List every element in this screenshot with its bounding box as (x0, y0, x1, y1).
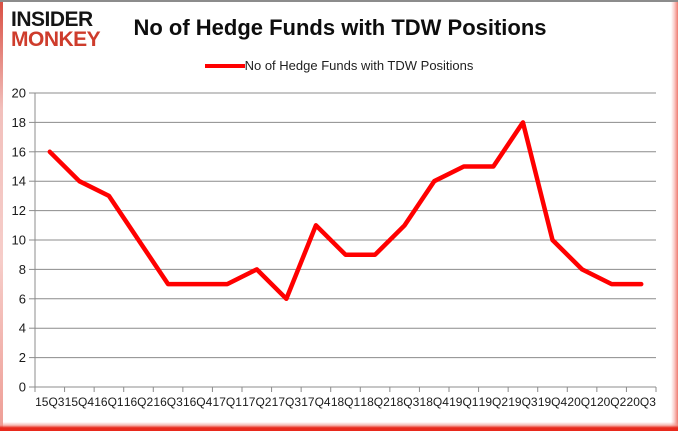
x-axis-category-label: 19Q1 (449, 395, 479, 409)
chart-legend: No of Hedge Funds with TDW Positions (0, 58, 678, 73)
x-axis-category-label: 16Q4 (183, 395, 213, 409)
x-axis-category-label: 16Q3 (153, 395, 183, 409)
logo-line-monkey: MONKEY (11, 27, 101, 51)
x-axis-category-label: 19Q4 (538, 395, 568, 409)
x-axis-category-label: 18Q1 (331, 395, 361, 409)
frame-bottom-edge (0, 422, 678, 431)
chart-title: No of Hedge Funds with TDW Positions (133, 15, 547, 40)
legend-label: No of Hedge Funds with TDW Positions (244, 58, 474, 73)
x-axis-category-label: 20Q1 (567, 395, 597, 409)
x-axis-category-label: 18Q4 (420, 395, 450, 409)
y-axis-tick-label: 4 (19, 321, 26, 336)
x-axis-category-label: 19Q3 (508, 395, 538, 409)
x-axis-category-label: 20Q2 (597, 395, 627, 409)
data-line-series (47, 120, 644, 302)
y-axis-tick-label: 8 (19, 262, 26, 277)
y-axis-tick-label: 0 (19, 380, 26, 395)
insider-monkey-logo: INSIDER MONKEY (11, 8, 101, 51)
y-axis-tick-label: 10 (12, 233, 26, 248)
x-axis-category-label: 18Q2 (360, 395, 390, 409)
legend-line-swatch (204, 63, 245, 68)
y-axis-tick-label: 12 (12, 203, 26, 218)
logo-line-insider: INSIDER (11, 8, 93, 31)
y-axis-tick-label: 14 (12, 174, 26, 189)
x-axis-category-label: 17Q1 (213, 395, 243, 409)
x-axis-category-label: 15Q4 (65, 395, 95, 409)
frame-left-edge (0, 2, 3, 431)
x-axis-category-label: 17Q3 (272, 395, 302, 409)
y-axis-tick-label: 6 (19, 291, 26, 306)
x-axis-category-label: 16Q2 (124, 395, 154, 409)
x-axis-category-label: 15Q3 (35, 395, 65, 409)
y-axis-tick-label: 16 (12, 144, 26, 159)
y-axis-tick-label: 2 (19, 350, 26, 365)
x-axis-category-label: 17Q2 (242, 395, 272, 409)
x-axis-category-label: 19Q2 (479, 395, 509, 409)
x-axis-category-label: 16Q1 (94, 395, 124, 409)
x-axis-category-label: 18Q3 (390, 395, 420, 409)
x-axis-category-label: 17Q4 (301, 395, 331, 409)
frame-right-edge (671, 2, 678, 431)
y-axis-tick-label: 20 (12, 86, 26, 101)
x-axis-category-label: 20Q3 (627, 395, 657, 409)
y-axis-tick-label: 18 (12, 115, 26, 130)
